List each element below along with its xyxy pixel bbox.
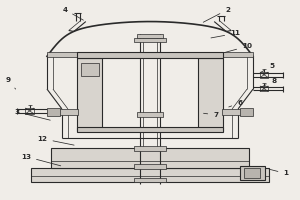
Bar xyxy=(260,86,268,91)
Text: 2: 2 xyxy=(203,7,230,22)
Bar xyxy=(59,109,78,115)
Text: 6: 6 xyxy=(229,100,242,107)
Bar xyxy=(47,108,59,116)
Text: 8: 8 xyxy=(262,78,277,87)
Text: 13: 13 xyxy=(21,154,61,166)
Bar xyxy=(136,112,164,117)
Bar xyxy=(25,108,34,114)
Text: 10: 10 xyxy=(224,43,252,53)
Text: 9: 9 xyxy=(6,77,16,89)
Bar xyxy=(134,38,166,42)
Bar xyxy=(240,166,265,180)
Bar xyxy=(81,63,99,76)
Bar xyxy=(136,34,164,38)
Bar xyxy=(222,109,241,115)
Bar xyxy=(77,58,102,131)
Bar xyxy=(244,168,260,178)
Bar xyxy=(134,178,166,182)
Bar xyxy=(134,164,166,169)
Bar xyxy=(77,127,223,132)
Text: 3: 3 xyxy=(15,109,50,120)
Text: 1: 1 xyxy=(269,169,288,176)
Bar xyxy=(31,168,269,182)
Bar xyxy=(134,146,166,151)
Bar xyxy=(241,108,253,116)
Bar xyxy=(260,72,268,78)
Text: 5: 5 xyxy=(262,63,275,72)
Text: 4: 4 xyxy=(62,7,83,20)
Text: 11: 11 xyxy=(211,30,240,38)
Bar xyxy=(47,52,253,57)
Text: 12: 12 xyxy=(38,136,74,145)
Bar xyxy=(77,52,223,58)
Bar xyxy=(52,148,248,168)
Text: 7: 7 xyxy=(203,112,218,118)
Bar xyxy=(198,58,223,131)
